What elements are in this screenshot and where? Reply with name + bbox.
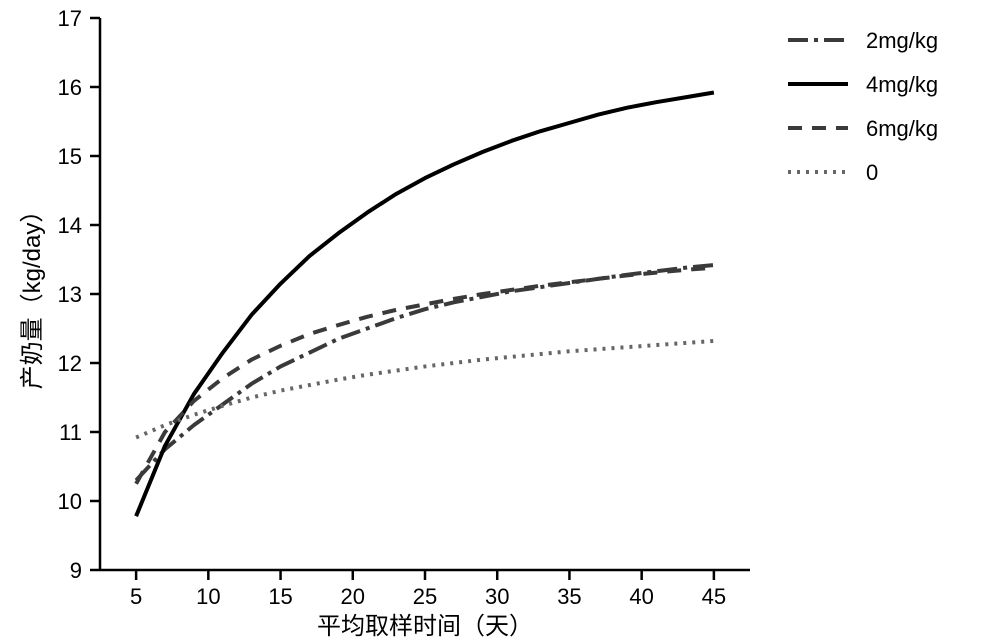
y-tick-label: 12 xyxy=(58,351,82,376)
legend-label: 6mg/kg xyxy=(866,116,938,141)
y-tick-label: 13 xyxy=(58,282,82,307)
x-tick-label: 20 xyxy=(341,584,365,609)
y-tick-label: 15 xyxy=(58,144,82,169)
chart-container: 9 10 11 12 13 14 15 16 17 5 10 15 20 25 30 35 40 45 平均取样时间… xyxy=(0,0,1000,643)
y-axis-label: 产奶量（kg/day） xyxy=(19,199,46,390)
x-tick-label: 10 xyxy=(196,584,220,609)
legend-label: 4mg/kg xyxy=(866,72,938,97)
x-tick-label: 30 xyxy=(485,584,509,609)
x-tick-label: 15 xyxy=(268,584,292,609)
x-tick-label: 5 xyxy=(130,584,142,609)
y-tick-label: 9 xyxy=(70,558,82,583)
legend-label: 2mg/kg xyxy=(866,28,938,53)
y-tick-label: 16 xyxy=(58,75,82,100)
x-tick-label: 45 xyxy=(702,584,726,609)
x-tick-label: 35 xyxy=(557,584,581,609)
x-tick-label: 40 xyxy=(629,584,653,609)
y-tick-label: 10 xyxy=(58,489,82,514)
y-tick-label: 11 xyxy=(59,420,82,445)
x-tick-label: 25 xyxy=(413,584,437,609)
milk-yield-line-chart: 9 10 11 12 13 14 15 16 17 5 10 15 20 25 30 35 40 45 平均取样时间… xyxy=(0,0,1000,643)
y-tick-label: 14 xyxy=(58,213,82,238)
legend-label: 0 xyxy=(866,160,878,185)
y-tick-label: 17 xyxy=(58,6,82,31)
x-axis-label: 平均取样时间（天） xyxy=(317,613,533,640)
